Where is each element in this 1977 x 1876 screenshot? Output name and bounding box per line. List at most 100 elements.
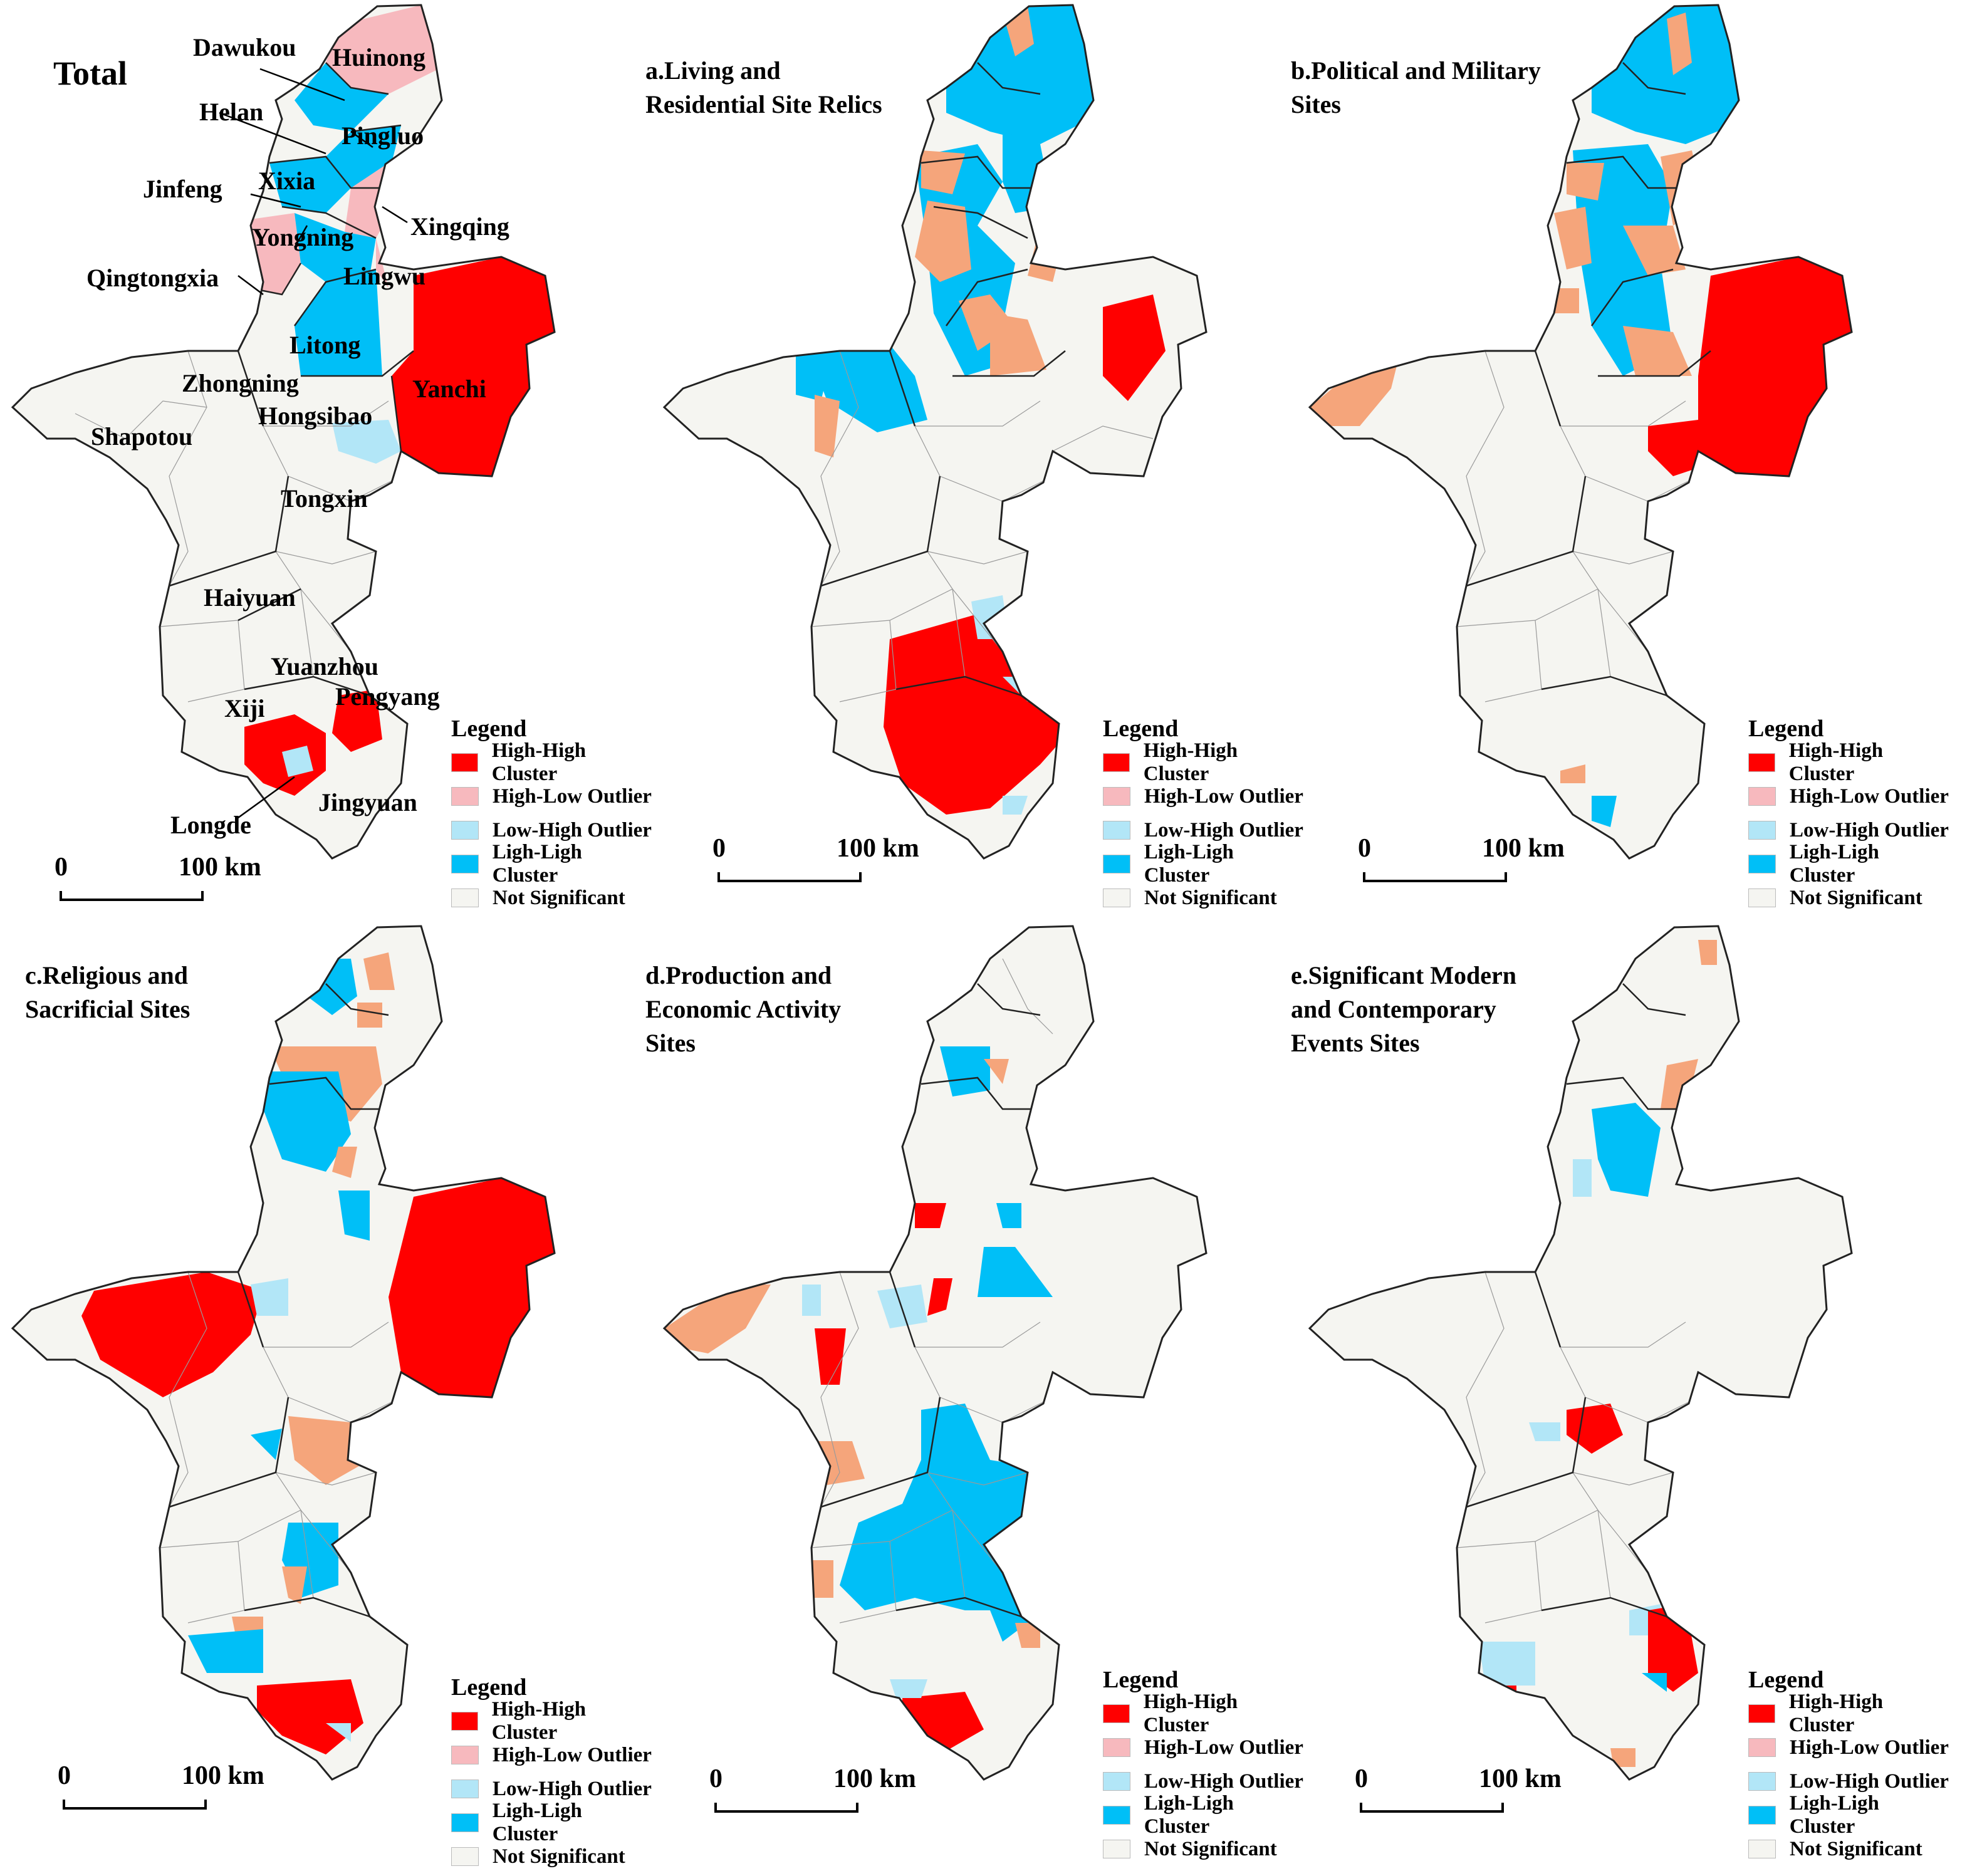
region-xixia-low-low	[940, 1046, 990, 1097]
region-small-salmon	[1554, 288, 1579, 313]
map-panel-a: a.Living and Residential Site Relics Leg…	[645, 0, 1303, 921]
cluster-fills	[244, 5, 555, 796]
legend-label: Low-High Outlier	[1790, 818, 1949, 842]
scale-bar: 0 100 km	[58, 1761, 264, 1817]
scale-bar-zero: 0	[1358, 834, 1371, 863]
legend-label: Ligh-Ligh Cluster	[1789, 1792, 1879, 1838]
region-shapotou-salmon	[1310, 363, 1397, 426]
legend-item: Ligh-Ligh Cluster	[451, 1800, 652, 1845]
place-litong: Litong	[290, 331, 361, 359]
legend-item: Not Significant	[1103, 1832, 1303, 1866]
region-jingyuan-salmon	[1610, 1748, 1635, 1767]
legend-swatch	[1748, 787, 1776, 806]
region-pengyang	[332, 689, 382, 752]
legend-title: Legend	[1748, 1667, 1824, 1693]
legend-item: High-Low Outlier	[1103, 779, 1303, 813]
map-panel-total: Dawukou Huinong Helan Pingluo Xixia Jinf…	[0, 0, 652, 921]
scale-bar-zero: 0	[1355, 1764, 1368, 1793]
legend-swatch	[451, 787, 479, 806]
legend-title: Legend	[1748, 716, 1824, 742]
legend-swatch	[451, 888, 479, 907]
region-huinong-salmon	[363, 952, 395, 990]
legend-swatch	[1103, 787, 1130, 806]
legend-swatch	[1748, 1806, 1776, 1825]
legend-swatch	[1103, 888, 1130, 907]
legend-swatch	[1103, 821, 1130, 840]
place-jinfeng: Jinfeng	[143, 175, 222, 203]
region-south-salmon	[1623, 326, 1692, 376]
scale-bar: 0 100 km	[712, 833, 919, 890]
legend-item: High-Low Outlier	[1748, 779, 1949, 813]
legend-label: Ligh-Ligh Cluster	[492, 841, 582, 887]
scale-bar-line	[60, 891, 204, 901]
place-zhongning: Zhongning	[182, 369, 299, 397]
legend-item: Ligh-Ligh Cluster	[451, 841, 652, 887]
place-tongxin: Tongxin	[281, 484, 368, 513]
region-huinong-salmon	[1698, 940, 1717, 965]
panel-title-d: d.Production and Economic Activity Sites	[645, 961, 842, 1057]
scale-bar-line	[1363, 872, 1507, 882]
legend-item: High-High Cluster	[1748, 1691, 1949, 1736]
region-south-salmon	[990, 313, 1046, 376]
place-pingluo: Pingluo	[342, 122, 424, 150]
region-qingtongxia-high-high	[915, 1203, 946, 1228]
legend-item: High-Low Outlier	[451, 1738, 652, 1772]
scale-bar-distance: 100 km	[833, 1764, 916, 1793]
place-dawukou: Dawukou	[193, 33, 296, 61]
region-jingyuan-low-high	[326, 1723, 351, 1742]
legend-swatch	[451, 821, 479, 840]
region-xiji-low-low	[188, 1629, 263, 1673]
region-jingyuan-outlier	[282, 746, 313, 777]
legend-item: Not Significant	[451, 1840, 652, 1873]
region-tongxin-high-high	[1567, 1404, 1623, 1454]
map-panel-d: d.Production and Economic Activity Sites…	[645, 921, 1303, 1860]
legend-swatch	[1748, 753, 1775, 772]
scale-bar-zero: 0	[58, 1761, 71, 1790]
legend-swatch	[451, 1712, 478, 1731]
place-shapotou: Shapotou	[91, 422, 193, 451]
legend-swatch	[1103, 753, 1130, 772]
scale-bar-line	[714, 1803, 858, 1813]
scale-bar-distance: 100 km	[837, 834, 919, 863]
scale-bar-distance: 100 km	[182, 1761, 264, 1790]
legend-label: High-Low Outlier	[1790, 1736, 1949, 1759]
region-yanchi-high-high	[389, 1178, 555, 1397]
region-longde-salmon	[1560, 764, 1585, 783]
place-yuanzhou: Yuanzhou	[271, 652, 378, 680]
legend-swatch	[1748, 1772, 1776, 1791]
legend-item: Not Significant	[1748, 1832, 1949, 1866]
place-lingwu: Lingwu	[343, 262, 426, 290]
legend-swatch	[451, 1746, 479, 1764]
legend-item: Ligh-Ligh Cluster	[1103, 841, 1303, 887]
legend-item: Low-High Outlier	[1103, 1764, 1303, 1798]
legend-swatch	[451, 855, 479, 873]
legend-title: Legend	[451, 716, 527, 742]
legend-item: High-Low Outlier	[451, 779, 652, 813]
region-shapotou-salmon	[664, 1285, 771, 1353]
map-c	[11, 925, 556, 1781]
legend-label: High-Low Outlier	[493, 784, 652, 808]
map-b	[1308, 4, 1853, 860]
legend-swatch	[1103, 855, 1130, 873]
region-haiyuan-salmon	[282, 1566, 307, 1604]
region-south-low-high-3	[1003, 796, 1028, 815]
panel-title-b: b.Political and Military Sites	[1291, 56, 1541, 118]
region-longde-high-high	[257, 1679, 363, 1754]
scale-bar-zero: 0	[55, 853, 68, 882]
legend-label: Low-High Outlier	[1144, 818, 1303, 842]
legend-title: Legend	[451, 1674, 527, 1701]
legend-item: High-Low Outlier	[1748, 1731, 1949, 1764]
scale-bar: 0 100 km	[709, 1764, 916, 1820]
region-shapotou-low-low	[796, 351, 833, 401]
map-total	[11, 4, 556, 860]
legend-label: Not Significant	[493, 1845, 625, 1868]
region-zhongning-low-low	[808, 345, 927, 432]
legend: Legend High-High Cluster High-Low Outlier L…	[451, 714, 652, 915]
legend-label: High-Low Outlier	[1144, 784, 1303, 808]
region-yongning-low-low	[1592, 1103, 1661, 1197]
legend-label: Low-High Outlier	[493, 818, 652, 842]
place-qingtongxia: Qingtongxia	[86, 264, 219, 292]
legend-label: High-High Cluster	[1143, 1691, 1238, 1736]
region-litong-low-low-small	[996, 1203, 1021, 1228]
legend-label: Low-High Outlier	[1144, 1769, 1303, 1793]
